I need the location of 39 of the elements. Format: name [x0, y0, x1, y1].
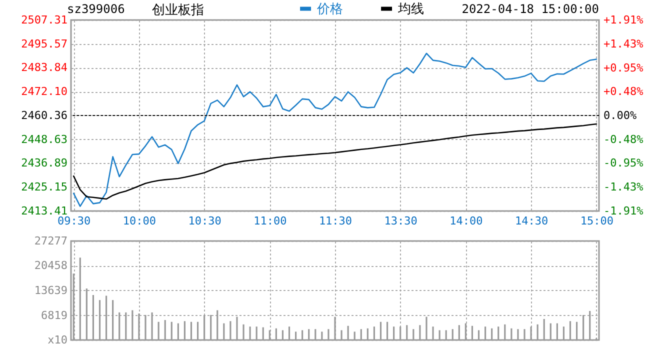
- y-tick-label: x10: [48, 334, 68, 346]
- y-tick-label: 2483.84: [21, 61, 68, 74]
- y2-tick-label: -1.43%: [604, 180, 644, 194]
- x-tick-label: 11:30: [318, 214, 352, 228]
- x-tick-label: 13:30: [384, 214, 418, 228]
- y-tick-label: 2425.15: [21, 180, 68, 194]
- x-tick-label: 15:00: [580, 214, 614, 228]
- y2-tick-label: +1.43%: [604, 38, 644, 50]
- y2-tick-label: 0.00%: [604, 109, 637, 122]
- y2-tick-label: +0.95%: [604, 62, 644, 74]
- x-tick-label: 10:00: [122, 214, 156, 228]
- y-tick-label: 2507.31: [21, 14, 68, 26]
- y-tick-label: 2448.63: [21, 132, 68, 146]
- y-tick-label: 13639: [34, 284, 68, 297]
- y-tick-label: 20458: [34, 259, 68, 272]
- x-tick-label: 10:30: [188, 214, 222, 228]
- chart-title: 创业板指: [152, 3, 204, 18]
- y2-tick-label: -0.48%: [604, 133, 644, 146]
- line-series: [72, 52, 598, 207]
- text: sz399006: [67, 2, 125, 16]
- y-tick-label: 2460.36: [21, 109, 68, 122]
- y2-tick-label: +0.48%: [604, 85, 644, 98]
- legend-label: 均线: [397, 2, 424, 17]
- y-tick-label: 2413.41: [21, 204, 68, 218]
- line-series: [72, 123, 598, 200]
- y-tick-label: 2472.10: [21, 85, 68, 98]
- y-tick-label: 2436.89: [21, 156, 68, 170]
- text: 2022-04-18 15:00:00: [462, 2, 599, 16]
- x-tick-label: 14:30: [514, 214, 548, 228]
- y-tick-label: 6819: [41, 308, 68, 322]
- y2-tick-label: -1.91%: [604, 204, 644, 218]
- x-tick-label: 11:00: [254, 214, 287, 228]
- y2-tick-label: -0.95%: [604, 156, 644, 170]
- y-tick-label: 27277: [34, 234, 68, 248]
- y-tick-label: 2495.57: [21, 37, 68, 50]
- legend-label: 价格: [316, 2, 344, 17]
- x-tick-label: 14:00: [450, 214, 483, 228]
- y2-tick-label: +1.91%: [604, 14, 644, 26]
- x-tick-label: 09:30: [58, 214, 91, 228]
